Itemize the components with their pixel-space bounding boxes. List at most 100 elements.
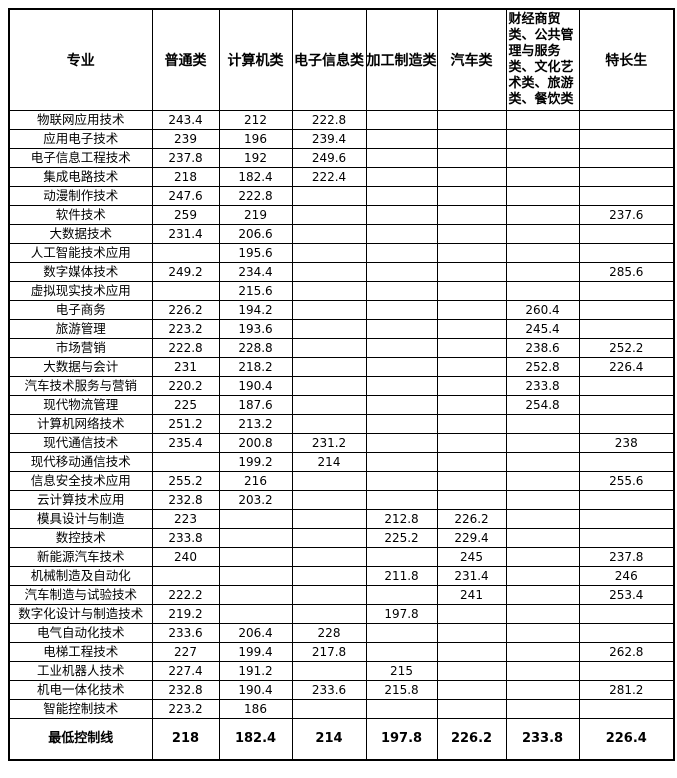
score-cell: [505, 205, 580, 225]
score-cell: [365, 281, 438, 301]
major-cell: 现代通信技术: [8, 433, 153, 453]
score-cell: 240: [151, 547, 220, 567]
score-cell: [365, 129, 438, 149]
major-cell: 信息安全技术应用: [8, 471, 153, 491]
score-cell: 281.2: [578, 680, 675, 700]
score-cell: 237.8: [578, 547, 675, 567]
major-cell: 计算机网络技术: [8, 414, 153, 434]
major-cell: 数控技术: [8, 528, 153, 548]
score-cell: [365, 376, 438, 396]
table-row: 汽车制造与试验技术 222.2 241 253.4: [8, 585, 675, 605]
major-cell: 云计算技术应用: [8, 490, 153, 510]
score-cell: 247.6: [151, 186, 220, 206]
score-cell: [578, 528, 675, 548]
score-cell: [505, 281, 580, 301]
minimum-control-line-value: 226.4: [578, 718, 675, 761]
major-cell: 数字化设计与制造技术: [8, 604, 153, 624]
major-cell: 大数据技术: [8, 224, 153, 244]
header-row: 专业 普通类 计算机类 电子信息类 加工制造类 汽车类 财经商贸类、公共管理与服务类、文化艺…: [8, 8, 675, 111]
column-header: 财经商贸类、公共管理与服务类、文化艺术类、旅游类、餐饮类: [505, 8, 580, 111]
score-cell: 211.8: [365, 566, 438, 586]
major-cell: 智能控制技术: [8, 699, 153, 719]
score-cell: 195.6: [218, 243, 293, 263]
score-cell: 212.8: [365, 509, 438, 529]
score-cell: [365, 262, 438, 282]
table-row: 大数据与会计 231 218.2 252.8 226.4: [8, 357, 675, 377]
score-cell: 233.6: [291, 680, 367, 700]
minimum-control-line-value: 182.4: [218, 718, 293, 761]
score-cell: [365, 452, 438, 472]
score-cell: [218, 509, 293, 529]
score-cell: [578, 129, 675, 149]
score-cell: 192: [218, 148, 293, 168]
table-body: 物联网应用技术 243.4 212 222.8 应用电子技术 239 196 239.4 电子信…: [8, 110, 675, 761]
score-cell: [578, 110, 675, 130]
major-cell: 模具设计与制造: [8, 509, 153, 529]
score-cell: [578, 243, 675, 263]
score-cell: 255.6: [578, 471, 675, 491]
table-row: 软件技术 259 219 237.6: [8, 205, 675, 225]
score-cell: 200.8: [218, 433, 293, 453]
score-cell: [505, 167, 580, 187]
score-cell: [578, 490, 675, 510]
score-cell: [291, 224, 367, 244]
major-cell: 虚拟现实技术应用: [8, 281, 153, 301]
score-cell: [365, 414, 438, 434]
table-row: 数字媒体技术 249.2 234.4 285.6: [8, 262, 675, 282]
score-cell: [291, 509, 367, 529]
score-cell: 191.2: [218, 661, 293, 681]
score-cell: [365, 148, 438, 168]
score-cell: 220.2: [151, 376, 220, 396]
score-cell: 237.6: [578, 205, 675, 225]
score-cell: [578, 376, 675, 396]
table-row: 计算机网络技术 251.2 213.2: [8, 414, 675, 434]
score-cell: [291, 414, 367, 434]
score-cell: [436, 661, 507, 681]
table-row: 人工智能技术应用 195.6: [8, 243, 675, 263]
score-cell: [365, 585, 438, 605]
score-cell: [578, 148, 675, 168]
score-cell: 233.6: [151, 623, 220, 643]
score-cell: [365, 395, 438, 415]
score-cell: 217.8: [291, 642, 367, 662]
score-cell: [436, 262, 507, 282]
score-cell: 249.2: [151, 262, 220, 282]
score-cell: 216: [218, 471, 293, 491]
score-cell: [578, 186, 675, 206]
table-row: 云计算技术应用 232.8 203.2: [8, 490, 675, 510]
score-cell: [505, 680, 580, 700]
score-cell: [436, 281, 507, 301]
score-cell: 196: [218, 129, 293, 149]
score-cell: [436, 224, 507, 244]
major-cell: 汽车技术服务与营销: [8, 376, 153, 396]
score-cell: [505, 623, 580, 643]
score-cell: [365, 642, 438, 662]
score-cell: 223.2: [151, 699, 220, 719]
column-header: 电子信息类: [291, 8, 367, 111]
major-cell: 电子信息工程技术: [8, 148, 153, 168]
major-cell: 物联网应用技术: [8, 110, 153, 130]
score-cell: [365, 433, 438, 453]
score-cell: 225.2: [365, 528, 438, 548]
score-cell: [436, 110, 507, 130]
score-cell: [436, 243, 507, 263]
score-cell: 238: [578, 433, 675, 453]
score-cell: [578, 224, 675, 244]
score-cell: 219.2: [151, 604, 220, 624]
major-cell: 旅游管理: [8, 319, 153, 339]
score-cell: 233.8: [505, 376, 580, 396]
score-cell: 223: [151, 509, 220, 529]
score-cell: [505, 243, 580, 263]
score-cell: 186: [218, 699, 293, 719]
major-cell: 现代物流管理: [8, 395, 153, 415]
score-cell: [505, 224, 580, 244]
score-cell: 260.4: [505, 300, 580, 320]
score-cell: [436, 357, 507, 377]
table-row: 电气自动化技术 233.6 206.4 228: [8, 623, 675, 643]
score-cell: 214: [291, 452, 367, 472]
score-cell: [505, 490, 580, 510]
score-cell: [365, 224, 438, 244]
score-cell: [505, 585, 580, 605]
score-cell: 222.8: [151, 338, 220, 358]
score-cell: [218, 547, 293, 567]
